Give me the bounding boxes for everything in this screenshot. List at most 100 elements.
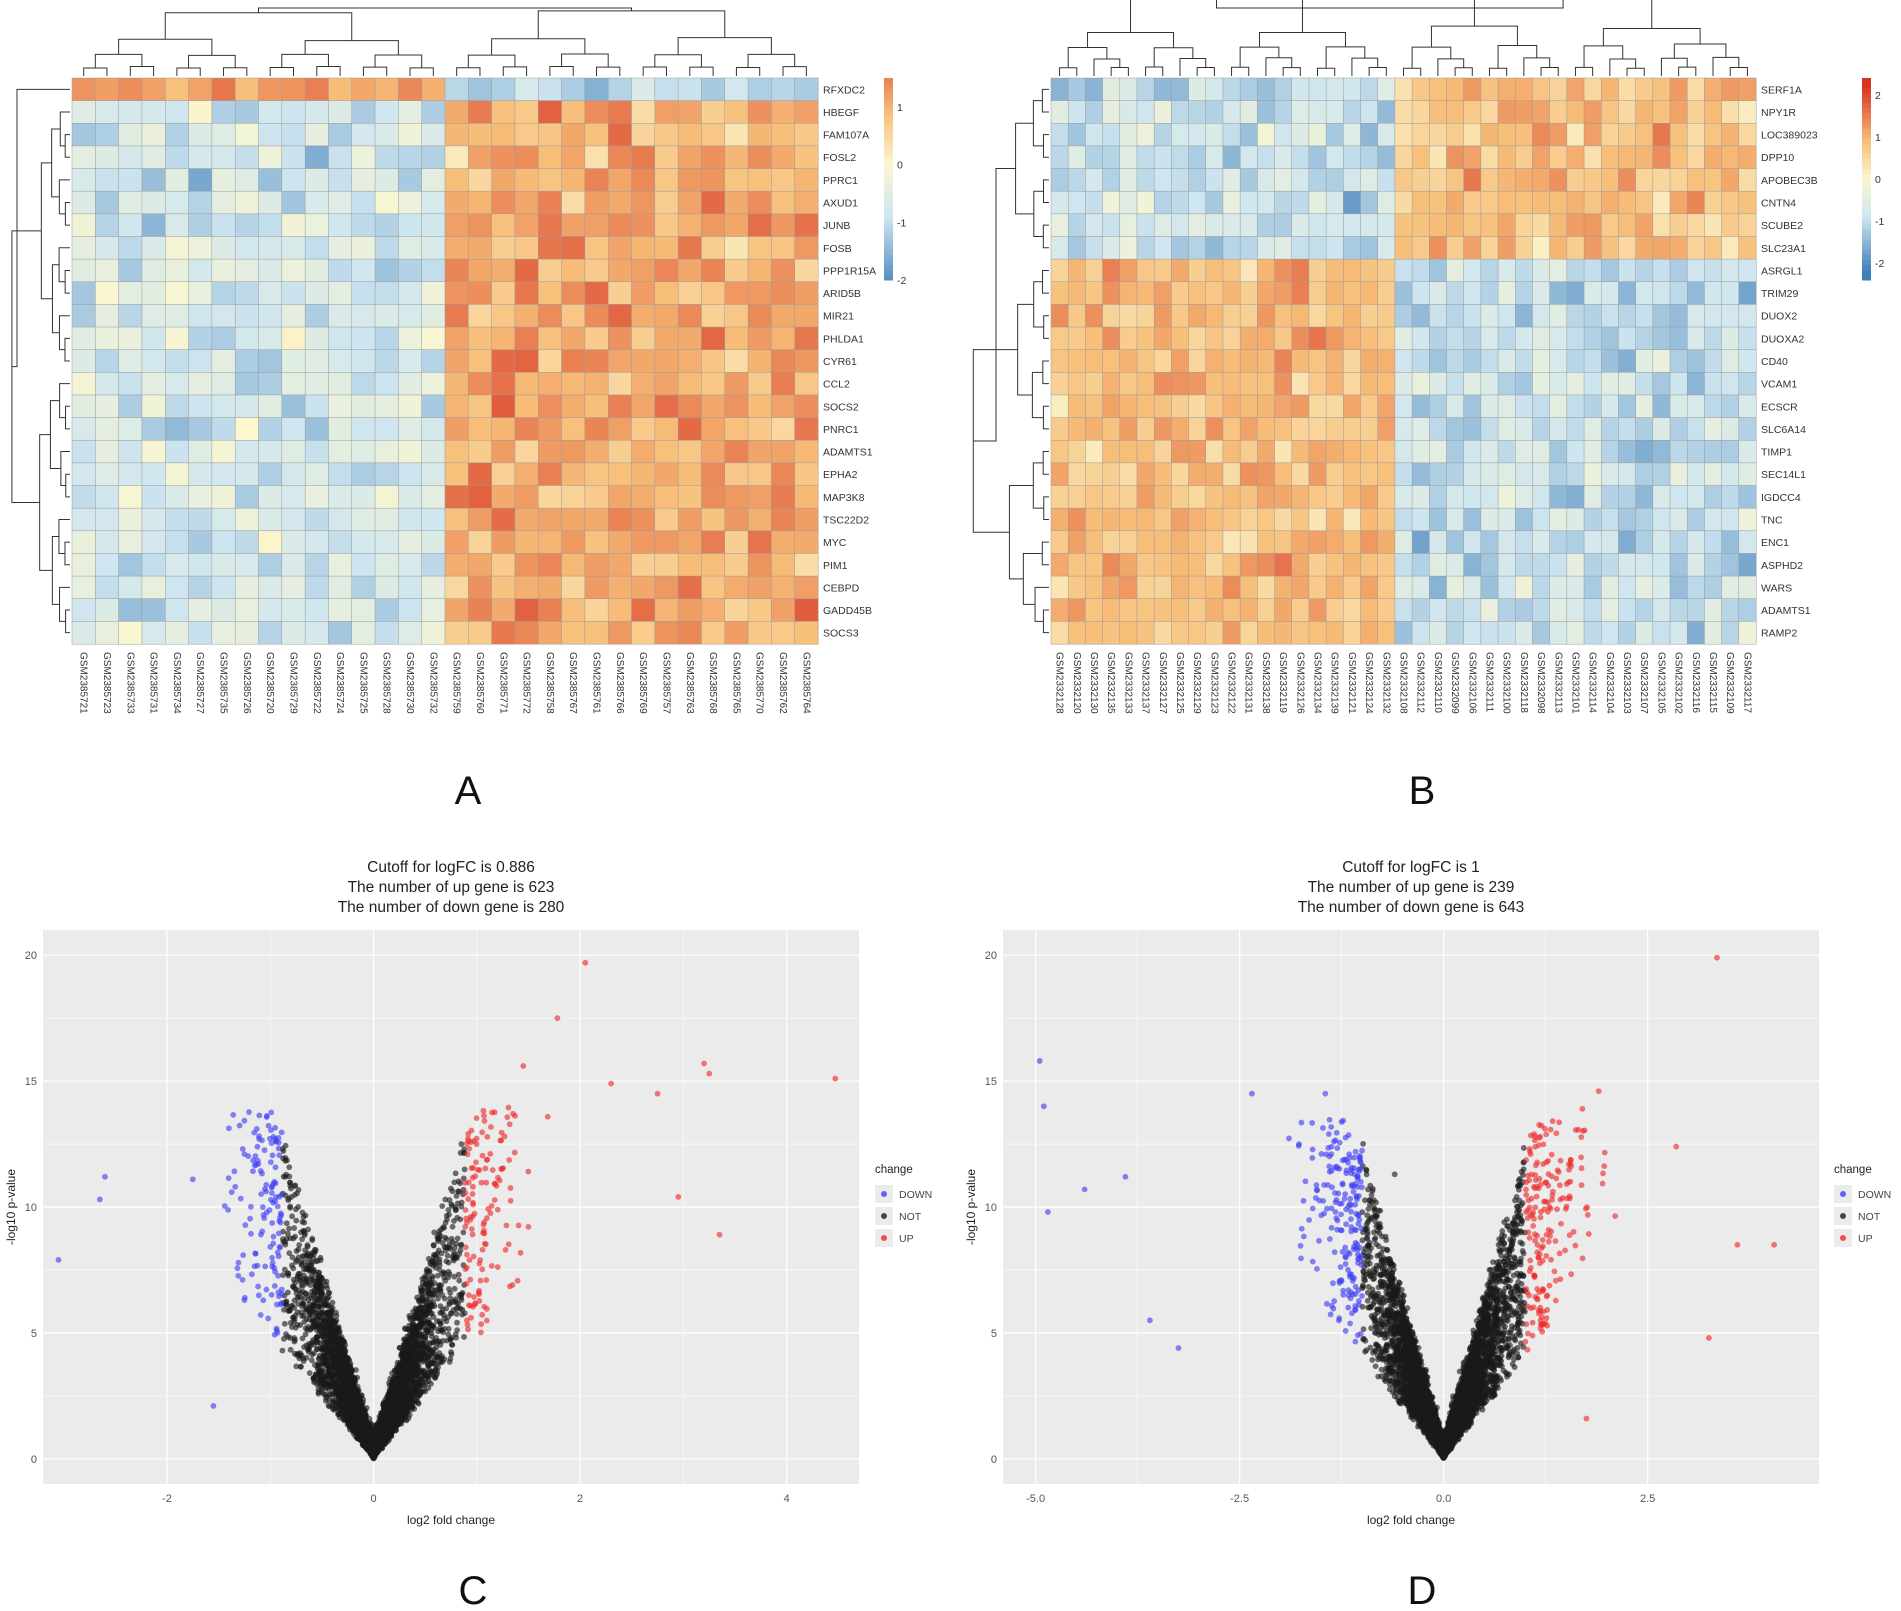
heatmap-cell — [141, 507, 166, 532]
heatmap-cell — [584, 575, 609, 600]
heatmap-cell — [1515, 281, 1533, 305]
heatmap-cell — [1497, 439, 1516, 464]
heatmap-cell — [1325, 168, 1344, 192]
heatmap-cell — [1618, 100, 1637, 124]
heatmap-cell — [1549, 236, 1568, 260]
heatmap-cell — [1205, 349, 1224, 373]
heatmap-cell — [234, 507, 259, 532]
heatmap-cell — [1480, 236, 1499, 260]
heatmap-cell — [1171, 304, 1190, 328]
dendrogram-branch — [1042, 609, 1049, 634]
heatmap-cell — [1652, 598, 1671, 622]
heatmap-cell — [1050, 621, 1069, 645]
column-label: GSM2332099 — [1449, 652, 1460, 714]
heatmap-cell — [258, 575, 283, 600]
heatmap-cell — [141, 575, 166, 600]
heatmap-cell — [607, 575, 632, 600]
row-label: TIMP1 — [1761, 447, 1792, 459]
heatmap-cell — [1497, 190, 1516, 215]
row-label: CD40 — [1761, 356, 1788, 368]
heatmap-cell — [351, 394, 376, 419]
row-label: PHLDA1 — [823, 333, 864, 345]
heatmap-cell — [514, 553, 539, 577]
dendrogram-branch — [65, 405, 70, 430]
heatmap-cell — [234, 485, 259, 509]
heatmap-cell — [258, 100, 283, 124]
heatmap-cell — [71, 168, 96, 192]
legend-swatch — [1862, 259, 1871, 266]
heatmap-cell — [281, 100, 306, 124]
heatmap-cell — [1171, 598, 1190, 622]
heatmap-cell — [1704, 123, 1723, 147]
heatmap-cell — [1153, 394, 1172, 419]
heatmap-cell — [1463, 575, 1482, 600]
heatmap-cell — [1102, 145, 1121, 170]
heatmap-cell — [1188, 417, 1207, 441]
column-label: GSM2385769 — [637, 652, 648, 714]
heatmap-cell — [1102, 394, 1121, 419]
heatmap-cell — [1274, 145, 1293, 170]
heatmap-cell — [1704, 507, 1723, 532]
legend-swatch — [1862, 118, 1871, 124]
heatmap-cell — [794, 326, 819, 351]
heatmap-cell — [1600, 326, 1619, 351]
heatmap-cell — [1274, 326, 1293, 351]
heatmap-cell — [771, 304, 796, 328]
heatmap-cell — [234, 417, 259, 441]
dendrogram-branch — [64, 134, 70, 158]
heatmap-cell — [654, 145, 679, 170]
heatmap-cell — [1394, 394, 1413, 419]
heatmap-cell — [444, 553, 469, 577]
dendrogram-branch — [64, 269, 70, 294]
row-label: FOSL2 — [823, 152, 856, 164]
heatmap-cell — [1600, 553, 1619, 577]
heatmap-cell — [677, 258, 702, 283]
heatmap-cell — [607, 168, 632, 192]
heatmap-cell — [1429, 530, 1447, 554]
heatmap-cell — [1515, 530, 1533, 554]
heatmap-cell — [1343, 77, 1361, 102]
dendrogram-branch — [561, 53, 609, 68]
point-not — [436, 1262, 443, 1269]
heatmap-cell — [584, 236, 609, 260]
heatmap-cell — [514, 326, 539, 351]
heatmap-cell — [281, 485, 306, 509]
heatmap-cell — [1136, 530, 1155, 554]
heatmap-cell — [1463, 304, 1482, 328]
heatmap-cell — [1325, 485, 1344, 509]
heatmap-cell — [1686, 168, 1705, 192]
heatmap-cell — [1669, 258, 1688, 283]
heatmap-cell — [1669, 417, 1688, 441]
heatmap-cell — [561, 304, 586, 328]
dendrogram-branch — [467, 54, 516, 68]
heatmap-cell — [1377, 621, 1396, 645]
heatmap-cell — [1618, 123, 1637, 147]
heatmap-cell — [561, 530, 586, 554]
heatmap-cell — [631, 575, 656, 600]
heatmap-cell — [1566, 530, 1585, 554]
heatmap-cell — [747, 530, 772, 554]
heatmap-cell — [374, 372, 399, 396]
heatmap-cell — [1085, 485, 1104, 509]
heatmap-cell — [1171, 485, 1190, 509]
dendrogram-branch — [118, 38, 213, 56]
heatmap-cell — [351, 213, 376, 237]
heatmap-cell — [1566, 326, 1585, 351]
heatmap-cell — [538, 123, 563, 147]
heatmap-cell — [304, 349, 329, 373]
heatmap-cell — [1394, 575, 1413, 600]
heatmap-cell — [677, 190, 702, 215]
heatmap-cell — [724, 168, 749, 192]
heatmap-cell — [1497, 372, 1516, 396]
heatmap-cell — [398, 394, 423, 419]
legend-swatch — [884, 244, 893, 251]
legend-swatch — [884, 173, 893, 180]
heatmap-cell — [1738, 100, 1757, 124]
heatmap-cell — [538, 485, 563, 509]
point-not — [457, 1305, 464, 1312]
heatmap-cell — [1377, 100, 1396, 124]
legend-swatch — [884, 204, 893, 210]
heatmap-cell — [794, 394, 819, 419]
heatmap-cell — [1343, 190, 1361, 215]
column-label: GSM2385770 — [754, 652, 765, 714]
